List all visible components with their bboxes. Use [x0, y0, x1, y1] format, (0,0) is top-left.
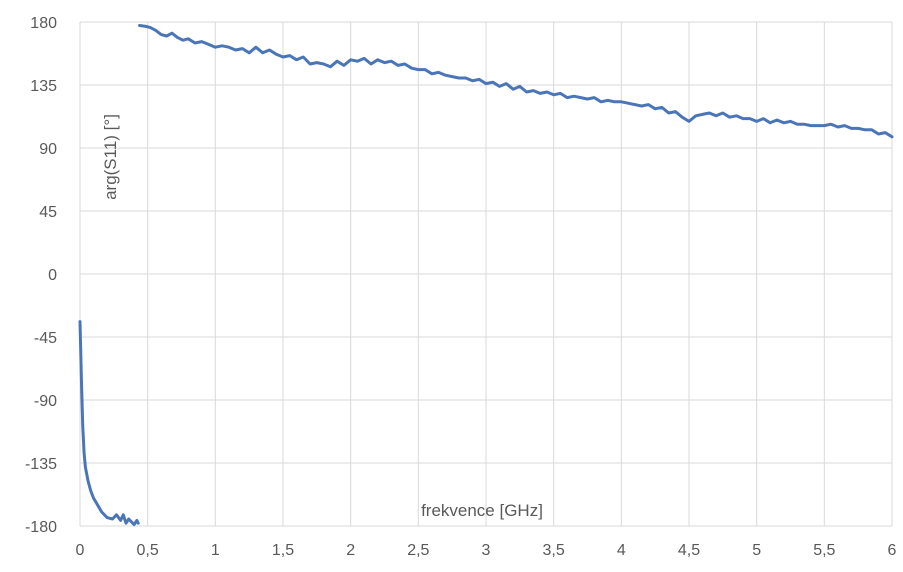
y-tick-label: -90	[34, 393, 57, 410]
x-axis-title: frekvence [GHz]	[421, 501, 543, 520]
y-tick-label: 0	[48, 267, 57, 284]
series-layer	[78, 24, 894, 527]
x-tick-label: 0,5	[137, 542, 159, 559]
x-tick-label: 1,5	[272, 542, 294, 559]
y-tick-label: 135	[30, 78, 57, 95]
x-tick-label: 6	[888, 542, 897, 559]
x-tick-label: 0	[76, 542, 85, 559]
y-tick-label: -180	[25, 519, 57, 536]
series-line-segment-2	[138, 24, 894, 139]
x-tick-label: 1	[211, 542, 220, 559]
x-tick-label: 2,5	[407, 542, 429, 559]
y-tick-label: 180	[30, 15, 57, 32]
x-tick-labels: 0 0,5 1 1,5 2 2,5 3 3,5 4 4,5 5 5,5 6	[76, 542, 897, 559]
gridlines	[79, 21, 893, 527]
x-tick-label: 3	[482, 542, 491, 559]
x-tick-label: 5	[752, 542, 761, 559]
x-tick-label: 5,5	[813, 542, 835, 559]
series-line-segment-1	[78, 320, 140, 527]
y-tick-labels: 180 135 90 45 0 -45 -90 -135 -180	[25, 15, 57, 536]
x-tick-label: 3,5	[543, 542, 565, 559]
y-tick-label: 45	[39, 204, 57, 221]
x-tick-label: 4,5	[678, 542, 700, 559]
x-tick-label: 2	[346, 542, 355, 559]
y-axis-title: arg(S11) [°]	[101, 114, 120, 200]
x-tick-label: 4	[617, 542, 626, 559]
y-tick-label: 90	[39, 141, 57, 158]
y-tick-label: -135	[25, 456, 57, 473]
y-tick-label: -45	[34, 330, 57, 347]
